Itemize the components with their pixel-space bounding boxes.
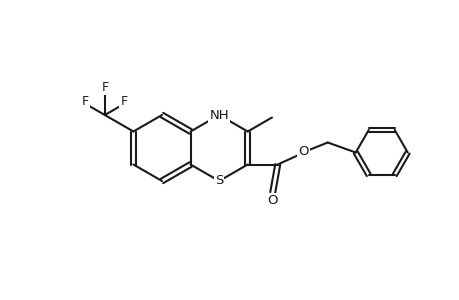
Text: F: F bbox=[120, 94, 127, 107]
Text: S: S bbox=[214, 175, 223, 188]
Text: F: F bbox=[82, 94, 89, 107]
Text: NH: NH bbox=[209, 109, 229, 122]
Text: O: O bbox=[267, 194, 277, 207]
Text: F: F bbox=[101, 80, 108, 94]
Text: O: O bbox=[298, 145, 308, 158]
